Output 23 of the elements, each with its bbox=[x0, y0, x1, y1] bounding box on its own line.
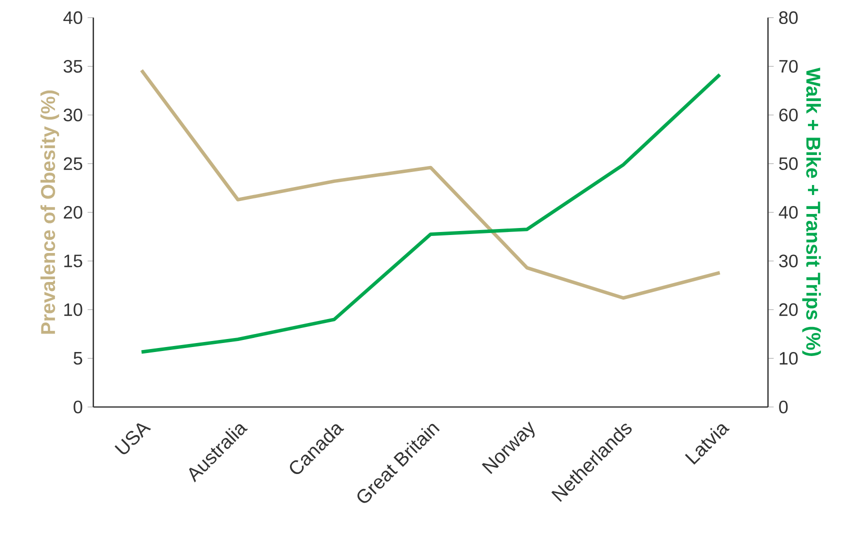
y2-tick-label: 30 bbox=[779, 254, 798, 268]
y2-tick-label: 50 bbox=[779, 157, 798, 170]
y-tick-label: 30 bbox=[64, 108, 82, 122]
y-tick-label: 10 bbox=[64, 303, 82, 316]
y2-axis-title: Walk + Bike + Transit Trips (%) bbox=[802, 68, 821, 356]
line-series bbox=[140, 68, 722, 300]
y2-tick-label: 20 bbox=[779, 303, 798, 316]
y-tick-label: 20 bbox=[64, 206, 82, 219]
y2-tick-label: 80 bbox=[779, 11, 798, 24]
y2-tick-label: 40 bbox=[778, 206, 798, 219]
y2-tick-label: 60 bbox=[779, 108, 798, 122]
y2-tick-label: 0 bbox=[779, 400, 788, 414]
y-tick-label: 40 bbox=[63, 11, 82, 24]
y2-tick-label: 10 bbox=[780, 352, 798, 365]
line-series bbox=[140, 72, 722, 354]
y-tick-label: 0 bbox=[74, 400, 82, 414]
y-tick-label: 25 bbox=[64, 157, 82, 170]
y-axis-title: Prevalence of Obesity (%) bbox=[40, 90, 60, 334]
x-tick-label: USA bbox=[114, 423, 152, 454]
y-tick-label: 35 bbox=[64, 60, 82, 73]
y-tick-label: 5 bbox=[74, 352, 82, 365]
y-tick-label: 15 bbox=[64, 254, 82, 268]
y2-tick-label: 70 bbox=[779, 60, 798, 73]
